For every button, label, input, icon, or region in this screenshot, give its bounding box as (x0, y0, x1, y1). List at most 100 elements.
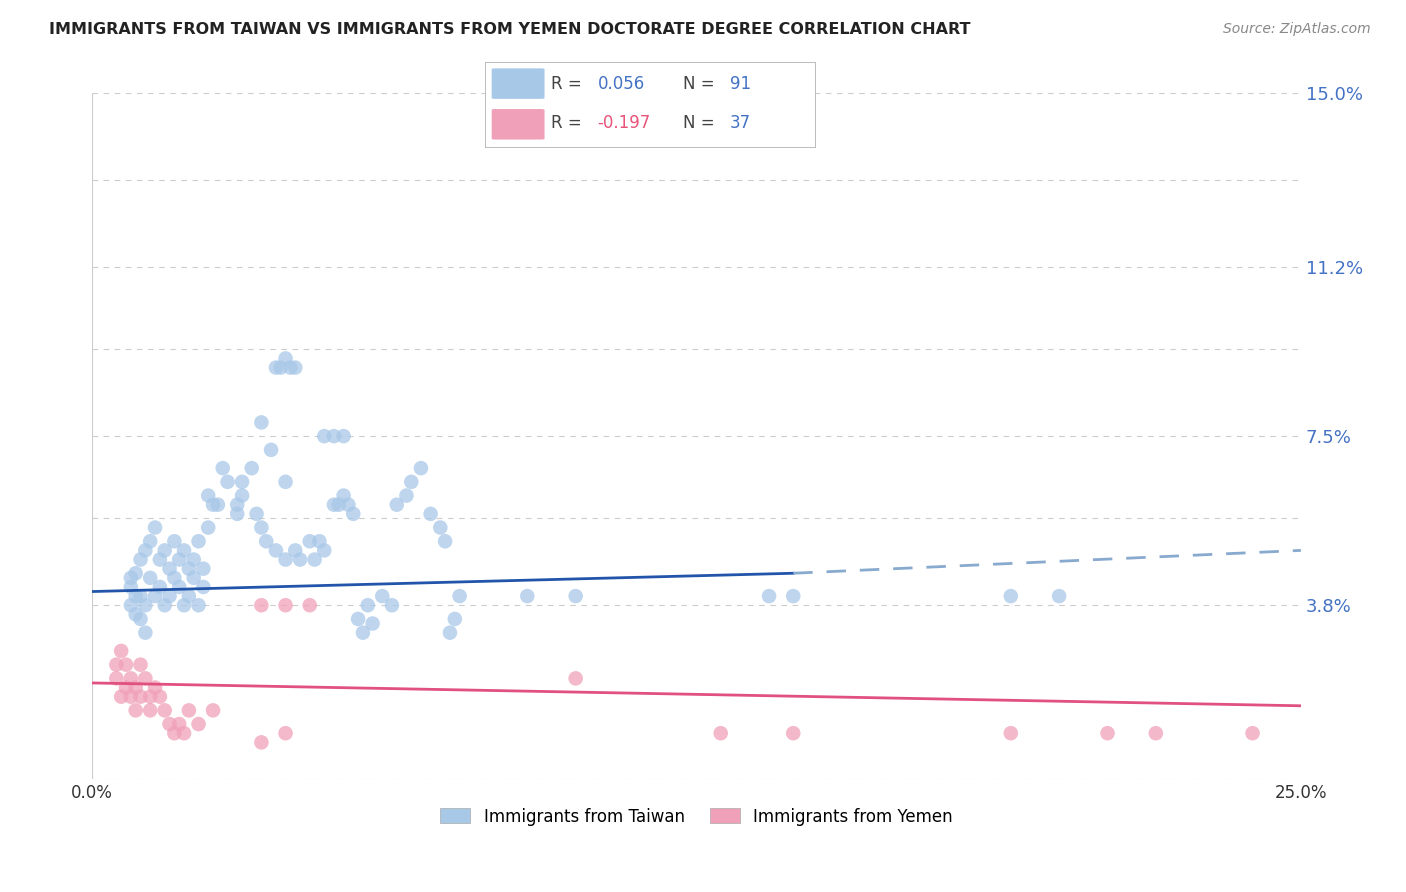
Point (254, 534, 277, 549)
Point (564, 672, 586, 686)
Point (159, 717, 181, 731)
Point (120, 672, 142, 686)
Point (371, 589, 394, 603)
Point (159, 562, 181, 576)
Point (110, 690, 132, 704)
Point (217, 475, 239, 489)
Point (226, 498, 249, 512)
FancyBboxPatch shape (492, 69, 544, 99)
Point (125, 681, 148, 695)
Point (187, 534, 209, 549)
Point (226, 507, 249, 521)
Point (381, 599, 404, 613)
Point (1047, 589, 1070, 603)
Text: 0.056: 0.056 (598, 75, 645, 93)
Point (274, 599, 297, 613)
Point (352, 625, 374, 640)
Point (139, 571, 162, 585)
Point (134, 543, 156, 558)
Point (129, 589, 152, 603)
Point (193, 562, 215, 576)
Point (288, 552, 311, 566)
Text: R =: R = (551, 75, 588, 93)
Point (308, 534, 330, 549)
Point (159, 589, 181, 603)
Point (139, 703, 162, 717)
Point (332, 429, 354, 443)
Point (163, 726, 186, 740)
Text: R =: R = (551, 114, 588, 132)
Text: N =: N = (683, 114, 720, 132)
Point (149, 690, 172, 704)
Point (240, 461, 263, 475)
Point (1097, 726, 1119, 740)
Text: -0.197: -0.197 (598, 114, 651, 132)
Point (231, 489, 253, 503)
Text: Source: ZipAtlas.com: Source: ZipAtlas.com (1223, 22, 1371, 37)
Point (187, 599, 209, 613)
Point (274, 475, 297, 489)
Point (401, 475, 423, 489)
Point (105, 672, 128, 686)
Point (115, 657, 138, 672)
Point (187, 717, 209, 731)
Point (429, 520, 451, 534)
Point (173, 543, 195, 558)
Point (167, 717, 190, 731)
Point (304, 552, 326, 566)
Point (710, 726, 733, 740)
Point (139, 534, 162, 549)
Point (110, 644, 132, 658)
Point (183, 571, 205, 585)
Point (564, 589, 586, 603)
Point (134, 672, 156, 686)
Point (105, 657, 128, 672)
Legend: Immigrants from Taiwan, Immigrants from Yemen: Immigrants from Taiwan, Immigrants from … (433, 801, 959, 832)
Point (193, 580, 215, 594)
Point (207, 498, 229, 512)
Point (163, 534, 186, 549)
Point (439, 625, 461, 640)
Point (245, 507, 267, 521)
Point (322, 429, 344, 443)
Point (231, 475, 253, 489)
Point (202, 498, 225, 512)
Point (149, 580, 172, 594)
Point (284, 543, 307, 558)
Point (163, 571, 186, 585)
Point (347, 612, 370, 626)
Point (264, 360, 287, 375)
Text: 37: 37 (730, 114, 751, 132)
Point (129, 612, 152, 626)
Point (250, 416, 273, 430)
Text: 91: 91 (730, 75, 751, 93)
Point (197, 520, 219, 534)
Point (120, 580, 142, 594)
Point (183, 552, 205, 566)
Point (284, 360, 307, 375)
Point (274, 351, 297, 366)
Point (177, 589, 200, 603)
Point (322, 498, 344, 512)
Point (1241, 726, 1264, 740)
Point (129, 552, 152, 566)
Point (173, 599, 195, 613)
Point (125, 566, 148, 581)
Point (120, 599, 142, 613)
Point (250, 599, 273, 613)
Point (177, 562, 200, 576)
Point (443, 612, 465, 626)
Point (197, 489, 219, 503)
Point (202, 703, 225, 717)
Point (280, 360, 302, 375)
Point (143, 589, 166, 603)
Point (120, 690, 142, 704)
Point (173, 726, 195, 740)
Point (758, 589, 780, 603)
Point (342, 507, 364, 521)
Point (357, 599, 380, 613)
Point (167, 580, 190, 594)
Point (264, 543, 287, 558)
Point (516, 589, 538, 603)
Point (211, 461, 233, 475)
